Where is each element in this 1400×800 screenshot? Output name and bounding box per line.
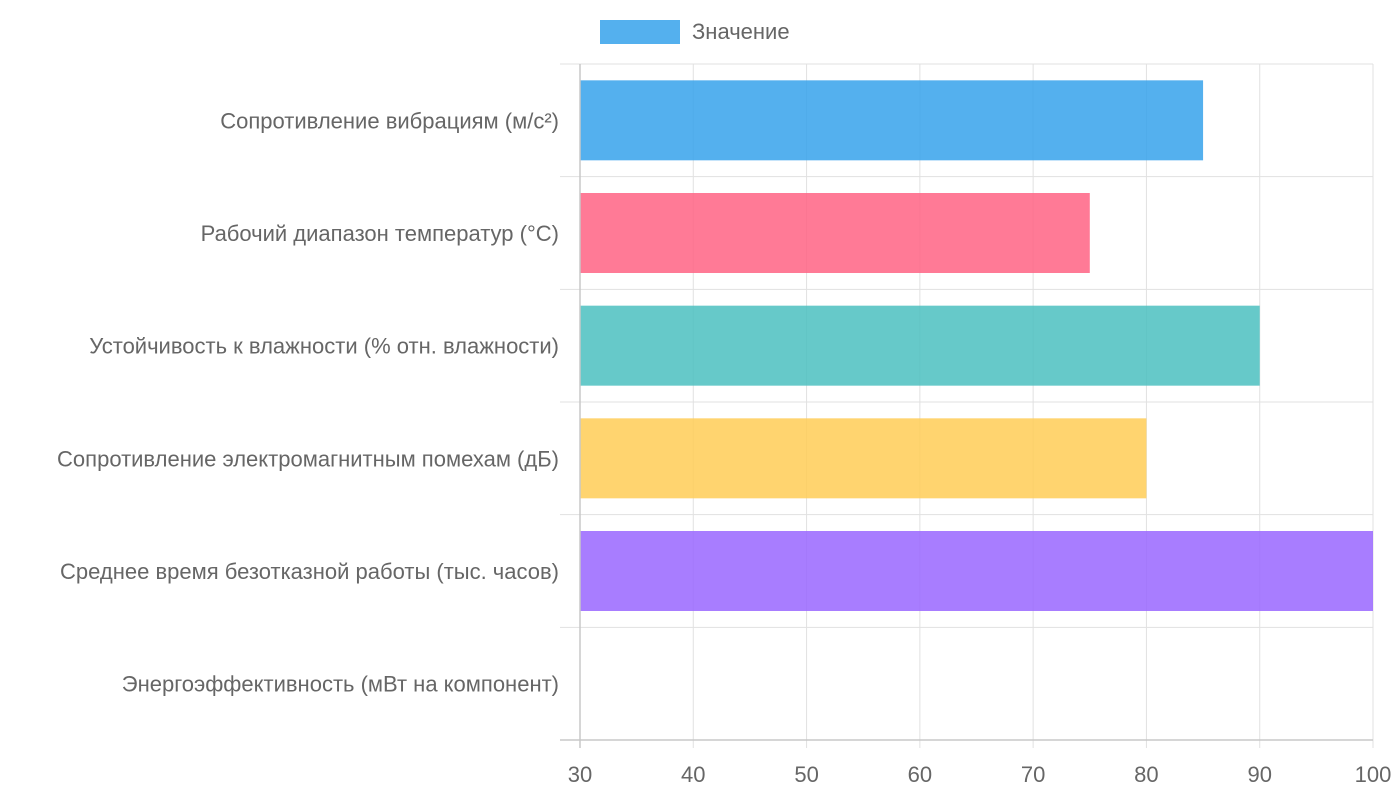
grid-lines (560, 63, 1374, 748)
x-tick-label: 100 (1355, 762, 1392, 787)
bars (580, 80, 1373, 611)
bar (580, 193, 1090, 273)
x-tick-labels: 30 40 50 60 70 80 90 100 (568, 762, 1392, 787)
bar (580, 80, 1204, 161)
x-tick-label: 40 (681, 762, 705, 787)
x-tick-label: 60 (908, 762, 932, 787)
x-tick-label: 90 (1247, 762, 1271, 787)
axes (560, 64, 1373, 748)
bar (580, 418, 1147, 499)
category-label: Энергоэффективность (мВт на компонент) (122, 672, 559, 697)
x-tick-label: 80 (1134, 762, 1158, 787)
x-tick-label: 70 (1021, 762, 1045, 787)
legend-label: Значение (692, 19, 790, 44)
bar (580, 305, 1260, 386)
x-tick-label: 30 (568, 762, 592, 787)
legend-swatch (600, 20, 680, 44)
category-label: Рабочий диапазон температур (°C) (201, 221, 559, 246)
chart-legend: Значение (600, 19, 790, 44)
category-label: Среднее время безотказной работы (тыс. ч… (60, 559, 559, 584)
bar (580, 531, 1373, 611)
category-label: Сопротивление вибрациям (м/с²) (220, 108, 559, 133)
category-labels: Сопротивление вибрациям (м/с²) Рабочий ди… (57, 108, 559, 696)
x-tick-label: 50 (794, 762, 818, 787)
category-label: Устойчивость к влажности (% отн. влажнос… (89, 334, 559, 359)
category-label: Сопротивление электромагнитным помехам (… (57, 446, 559, 471)
